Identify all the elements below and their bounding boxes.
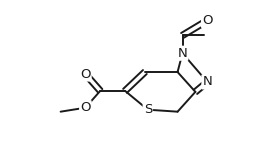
Text: O: O bbox=[80, 101, 91, 114]
Text: N: N bbox=[178, 47, 187, 60]
Text: O: O bbox=[202, 14, 213, 27]
Text: N: N bbox=[203, 75, 212, 88]
Text: O: O bbox=[80, 67, 91, 80]
Text: S: S bbox=[144, 103, 152, 116]
